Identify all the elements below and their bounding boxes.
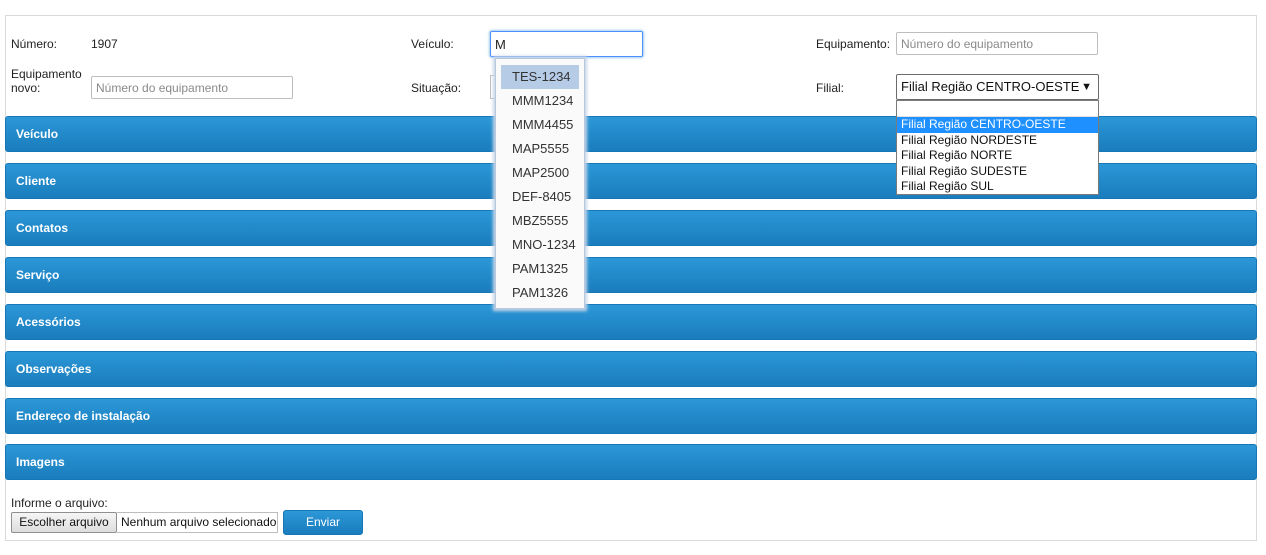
autocomplete-item[interactable]: MNO-1234	[512, 237, 576, 252]
filial-select[interactable]: Filial Região CENTRO-OESTE ▼	[896, 74, 1099, 100]
filial-dropdown-search[interactable]	[897, 101, 1098, 117]
section-endereco-instalacao[interactable]: Endereço de instalação	[5, 398, 1257, 434]
filial-label: Filial:	[816, 81, 845, 95]
equipamento-label: Equipamento:	[816, 37, 891, 51]
equipamento-novo-input[interactable]	[91, 76, 293, 99]
filial-selected-value: Filial Região CENTRO-OESTE	[901, 79, 1080, 94]
autocomplete-item[interactable]: MAP2500	[512, 165, 570, 180]
filial-option[interactable]: Filial Região CENTRO-OESTE	[897, 117, 1098, 133]
autocomplete-item[interactable]: TES-1234	[501, 65, 579, 89]
autocomplete-item[interactable]: PAM1326	[512, 285, 569, 300]
veiculo-autocomplete-list: TES-1234 MMM1234 MMM4455 MAP5555 MAP2500…	[495, 58, 585, 309]
filial-dropdown-list: Filial Região CENTRO-OESTE Filial Região…	[896, 100, 1099, 195]
section-imagens[interactable]: Imagens	[5, 444, 1257, 480]
autocomplete-item[interactable]: DEF-8405	[512, 189, 572, 204]
section-observacoes[interactable]: Observações	[5, 351, 1257, 387]
numero-label: Número:	[11, 37, 58, 51]
equipamento-novo-label-line2: novo:	[11, 81, 41, 95]
section-servico[interactable]: Serviço	[5, 257, 1257, 293]
choose-file-button[interactable]: Escolher arquivo	[11, 512, 117, 533]
dropdown-arrow-icon: ▼	[1081, 81, 1092, 93]
situacao-select[interactable]	[490, 75, 496, 99]
equipamento-input[interactable]	[896, 32, 1098, 55]
filial-option[interactable]: Filial Região NORDESTE	[901, 132, 1038, 147]
autocomplete-item[interactable]: MBZ5555	[512, 213, 569, 228]
send-button[interactable]: Enviar	[283, 510, 363, 535]
autocomplete-item[interactable]: MMM4455	[512, 117, 574, 132]
veiculo-input[interactable]	[490, 31, 643, 57]
autocomplete-item[interactable]: MAP5555	[512, 141, 570, 156]
numero-value: 1907	[91, 37, 118, 51]
section-acessorios[interactable]: Acessórios	[5, 304, 1257, 340]
situacao-label: Situação:	[411, 81, 462, 95]
autocomplete-item[interactable]: PAM1325	[512, 261, 569, 276]
filial-option[interactable]: Filial Região SUDESTE	[901, 163, 1028, 178]
section-contatos[interactable]: Contatos	[5, 210, 1257, 246]
upload-label: Informe o arquivo:	[11, 496, 108, 510]
filial-option[interactable]: Filial Região NORTE	[901, 148, 1013, 162]
file-status-text: Nenhum arquivo selecionado	[117, 512, 278, 533]
filial-option[interactable]: Filial Região SUL	[901, 179, 994, 193]
autocomplete-item[interactable]: MMM1234	[512, 93, 574, 108]
equipamento-novo-label-line1: Equipamento	[11, 67, 82, 81]
veiculo-label: Veículo:	[411, 37, 454, 51]
